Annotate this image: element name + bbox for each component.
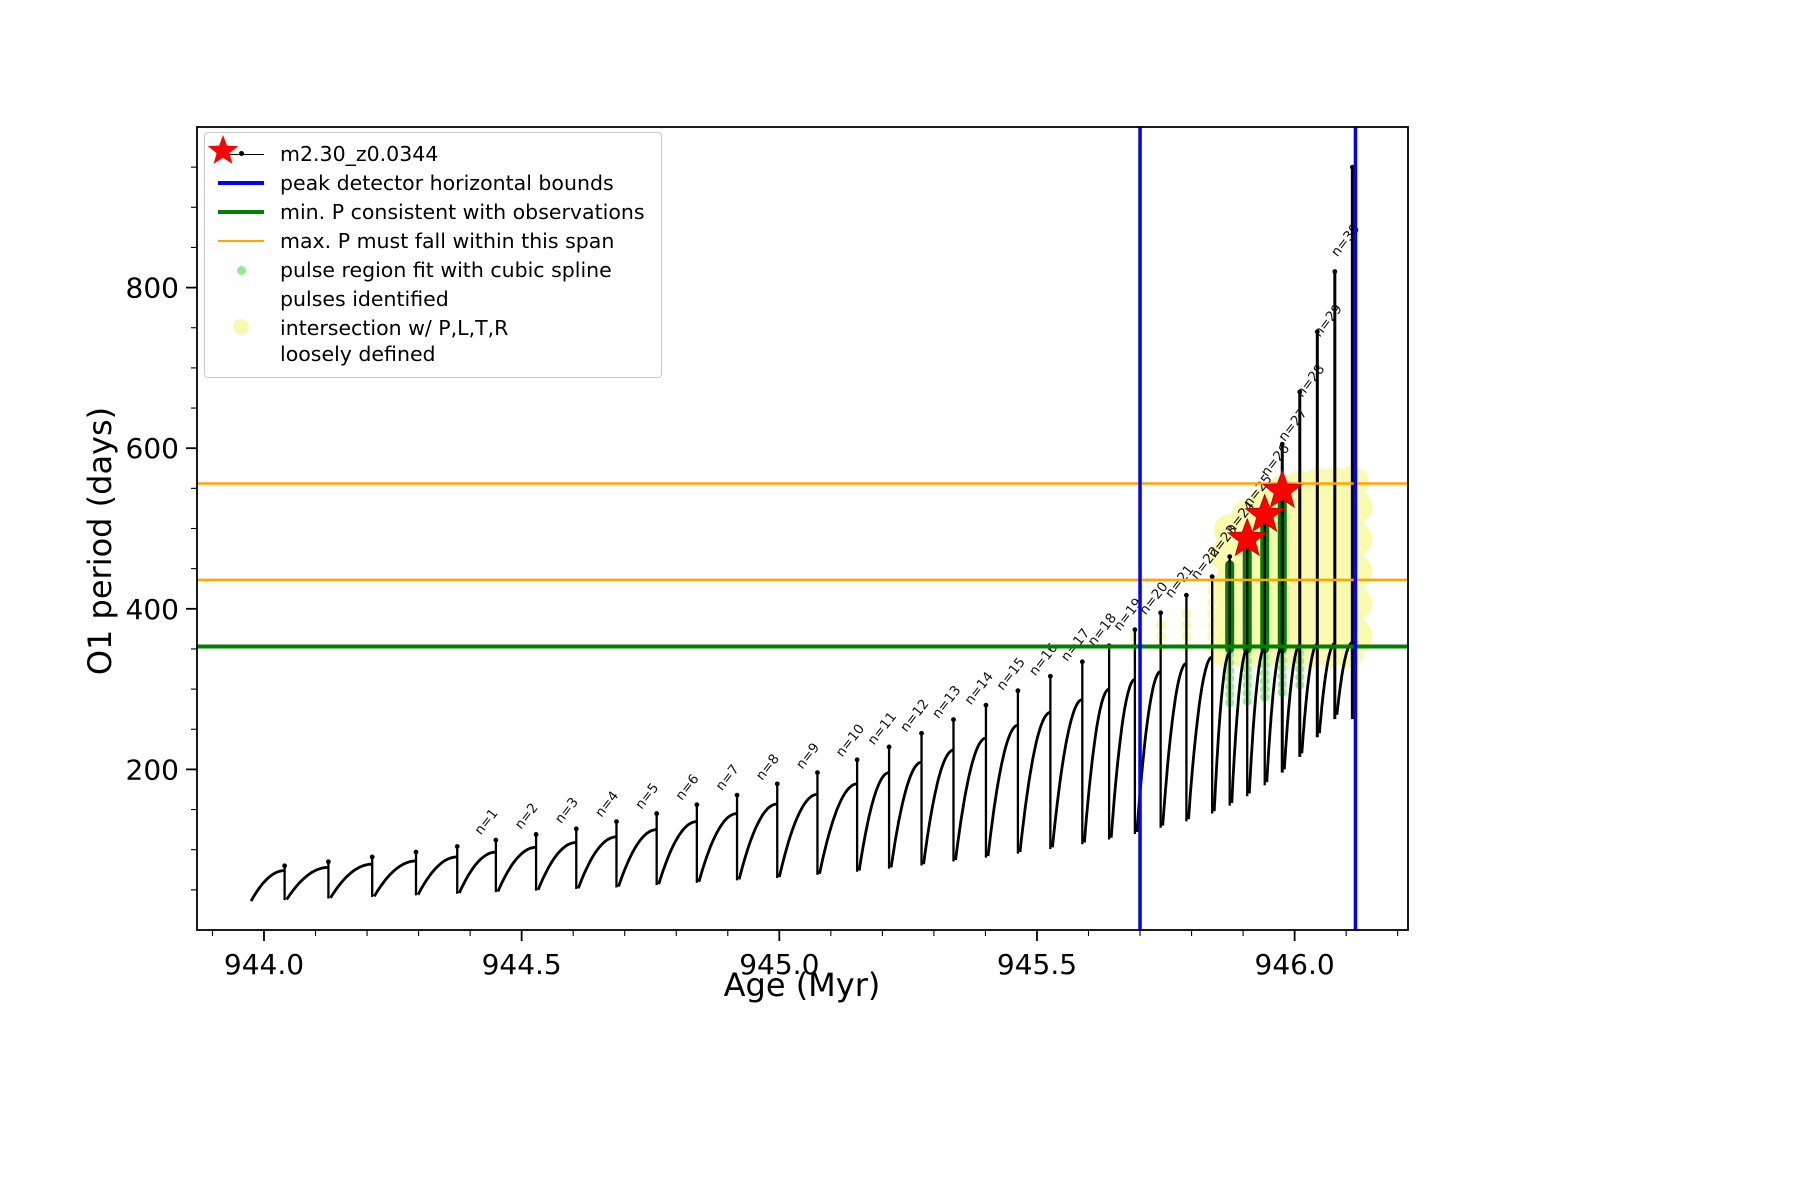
pulse-arc (1265, 644, 1283, 783)
x-tick-label: 945.0 (739, 948, 819, 981)
pulse-arc (857, 771, 890, 871)
pulse-label: n=28 (1293, 361, 1328, 400)
pulse-arc (249, 869, 285, 902)
pulse-label: n=27 (1275, 406, 1310, 445)
legend-label: intersection w/ P,L,T,R loosely defined (280, 316, 509, 366)
pulse-label: n=18 (1085, 610, 1120, 649)
pulse-arc (373, 859, 417, 898)
pulse-arc (536, 841, 577, 891)
pulse-label: n=1 (471, 806, 501, 838)
pulse-label: n=7 (713, 762, 743, 794)
pulse-arc (1247, 646, 1266, 794)
x-tick-label: 944.0 (224, 948, 304, 981)
pulse-label: n=11 (865, 709, 900, 748)
pulse-arc (889, 760, 922, 868)
pulse-label: n=13 (929, 683, 964, 722)
pulse-arc (1230, 648, 1248, 804)
pulse-arc (697, 812, 738, 883)
legend-label: pulse region fit with cubic spline (280, 258, 612, 282)
pulse-label: n=5 (632, 780, 662, 812)
vertical-lines (1138, 127, 1358, 930)
y-tick-label: 400 (126, 593, 179, 626)
x-tick-label: 945.5 (997, 948, 1077, 981)
pulse-label: n=6 (672, 771, 702, 803)
axis-ticks (186, 166, 1399, 941)
legend-marker-dot-icon (215, 315, 267, 339)
legend-item: intersection w/ P,L,T,R loosely defined (215, 315, 645, 367)
legend-label: max. P must fall within this span (280, 229, 615, 253)
pulse-label: n=29 (1310, 301, 1345, 340)
pulse-arc (737, 802, 778, 880)
pulse-arc (1083, 687, 1110, 843)
legend-item: min. P consistent with observations (215, 199, 645, 225)
pulse-star (1226, 517, 1268, 557)
legend-marker-line-icon (215, 200, 267, 224)
pulse-label: n=8 (753, 751, 783, 783)
y-axis-label: O1 period (days) (81, 406, 119, 676)
pulse-star (1261, 469, 1303, 509)
pulse-arc (458, 850, 496, 894)
pulse-arc (1212, 651, 1231, 812)
legend-item: peak detector horizontal bounds (215, 170, 645, 196)
pulse-arc (1161, 662, 1187, 826)
legend-marker-line-dot-icon (215, 142, 267, 166)
pulse-arc (922, 748, 954, 865)
pulse-arc (1109, 678, 1136, 838)
pulse-star (1244, 493, 1286, 533)
pulse-series (249, 164, 1355, 902)
identified-pulses (1226, 469, 1303, 557)
horizontal-lines (197, 482, 1408, 649)
legend-item: max. P must fall within this span (215, 228, 645, 254)
pulse-arc (329, 862, 373, 899)
pulse-label: n=9 (793, 740, 823, 772)
x-tick-label: 946.0 (1255, 948, 1335, 981)
pulse-arc (1335, 641, 1354, 715)
pulse-label: n=3 (552, 795, 582, 827)
pulse-arc (1187, 655, 1213, 820)
y-tick-label: 200 (126, 753, 179, 786)
pulse-arc (1051, 698, 1083, 848)
x-tick-label: 944.5 (482, 948, 562, 981)
tick-labels: 944.0 944.5 945.0 945.5 946.0 200 400 600 800 (126, 272, 1335, 981)
pulse-arc (285, 866, 329, 901)
legend-marker-line-icon (215, 229, 267, 253)
legend-marker-line-icon (215, 171, 267, 195)
pulse-label: n=26 (1258, 441, 1293, 480)
pulse-arc (496, 845, 537, 893)
legend-item: pulse region fit with cubic spline (215, 257, 645, 283)
y-tick-label: 800 (126, 272, 179, 305)
pulse-label: n=2 (512, 800, 542, 832)
legend-label: m2.30_z0.0344 (280, 142, 439, 166)
pulse-arc (1018, 711, 1051, 853)
pulse-arc (576, 835, 617, 889)
legend-marker-star-icon (207, 135, 267, 311)
legend-label: peak detector horizontal bounds (280, 171, 614, 195)
legend-label: pulses identified (280, 287, 449, 311)
legend-marker-dot-icon (215, 258, 267, 282)
pulse-arc (416, 855, 458, 896)
x-axis-label: Age (Myr) (723, 966, 881, 1004)
pulse-label: n=15 (993, 655, 1028, 694)
pulse-label: n=12 (897, 696, 932, 735)
pulse-label: n=4 (592, 788, 622, 820)
pulse-arc (954, 736, 987, 861)
pulse-arc (617, 828, 657, 888)
y-tick-label: 600 (126, 432, 179, 465)
pulse-label: n=14 (961, 669, 996, 708)
legend-item: m2.30_z0.0344 (215, 141, 645, 167)
pulse-label: n=30 (1328, 221, 1363, 260)
pulse-arc (986, 723, 1019, 857)
legend-label: min. P consistent with observations (280, 200, 645, 224)
pulse-arc (777, 792, 818, 878)
legend-item: pulses identified (207, 135, 645, 312)
pulse-arc (818, 782, 858, 875)
pulse-arc (657, 820, 697, 885)
pulse-label: n=10 (833, 721, 868, 760)
